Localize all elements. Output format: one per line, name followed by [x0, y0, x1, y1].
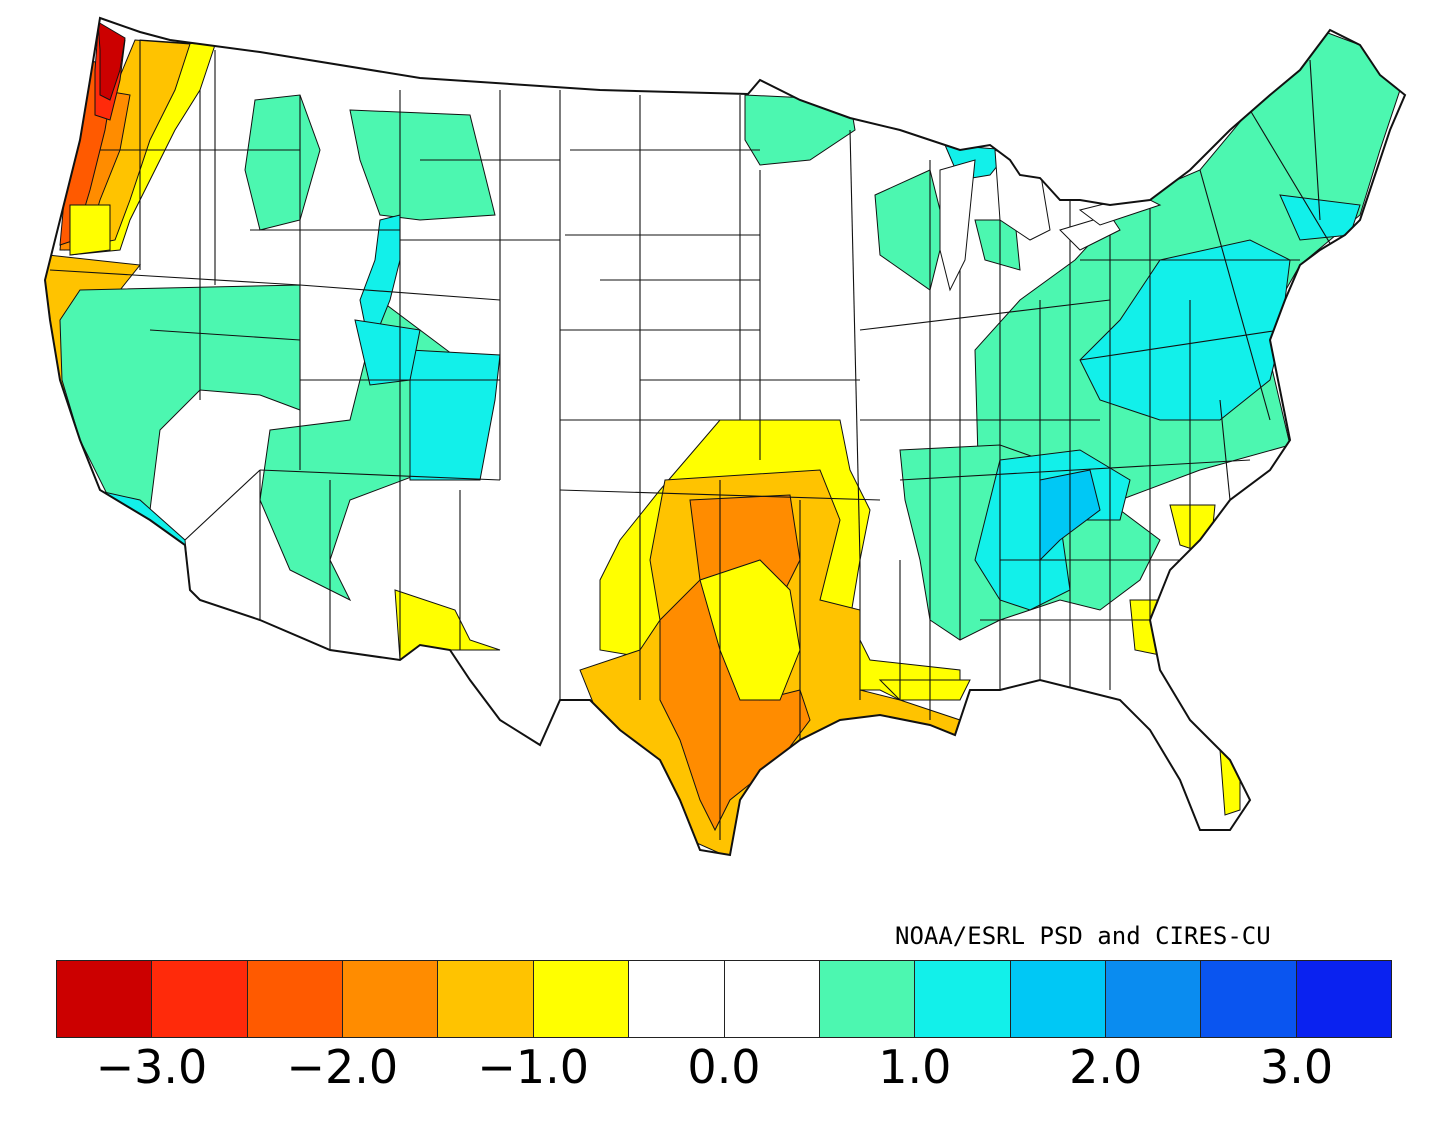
us-climate-division-map — [44, 17, 1406, 856]
colorbar-swatch — [1010, 961, 1106, 1037]
colorbar-swatch — [438, 961, 534, 1037]
anomaly-region — [97, 21, 126, 101]
division-border — [899, 459, 1251, 481]
colorbar-tick-label: −2.0 — [286, 1040, 399, 1094]
division-border — [849, 129, 861, 561]
division-border — [1309, 59, 1321, 221]
colorbar-swatch — [915, 961, 1011, 1037]
colorbar-swatch — [247, 961, 344, 1037]
colorbar-swatch — [1105, 961, 1202, 1037]
anomaly-region — [244, 94, 321, 231]
colorbar-swatch — [533, 961, 630, 1037]
division-border — [859, 299, 1111, 331]
anomaly-region — [1079, 239, 1291, 421]
colorbar-tick-label: −3.0 — [95, 1040, 208, 1094]
division-border — [1249, 109, 1341, 261]
colorbar-tick-label: 2.0 — [1069, 1040, 1143, 1094]
colorbar-tick-label: 0.0 — [687, 1040, 761, 1094]
division-border — [49, 269, 301, 286]
colorbar-legend — [56, 960, 1392, 1038]
anomaly-region — [874, 169, 946, 291]
colorbar-swatch — [629, 961, 725, 1037]
data-source-credit: NOAA/ESRL PSD and CIRES-CU — [895, 922, 1271, 950]
colorbar-tick-label: −1.0 — [477, 1040, 589, 1094]
division-border — [184, 469, 261, 541]
colorbar-swatch — [724, 961, 820, 1037]
anomaly-region — [349, 109, 496, 221]
anomaly-region — [93, 489, 191, 596]
colorbar-tick-label: 1.0 — [878, 1040, 952, 1094]
colorbar-tick-label: 3.0 — [1259, 1040, 1334, 1094]
colorbar-swatch — [819, 961, 916, 1037]
anomaly-region — [744, 94, 856, 166]
anomaly-region — [69, 204, 111, 256]
colorbar-swatch — [152, 961, 248, 1037]
anomaly-region — [1129, 599, 1166, 656]
anomaly-region — [878, 679, 971, 701]
colorbar-swatch — [1296, 961, 1392, 1037]
division-border — [1079, 329, 1281, 361]
colorbar-swatch — [343, 961, 439, 1037]
division-border — [1199, 169, 1271, 421]
anomaly-region — [699, 559, 801, 701]
division-border — [259, 469, 501, 481]
division-border — [149, 329, 301, 341]
colorbar-swatch — [57, 961, 153, 1037]
anomaly-region — [409, 349, 501, 481]
colorbar-swatch — [1201, 961, 1297, 1037]
lake — [939, 159, 976, 292]
